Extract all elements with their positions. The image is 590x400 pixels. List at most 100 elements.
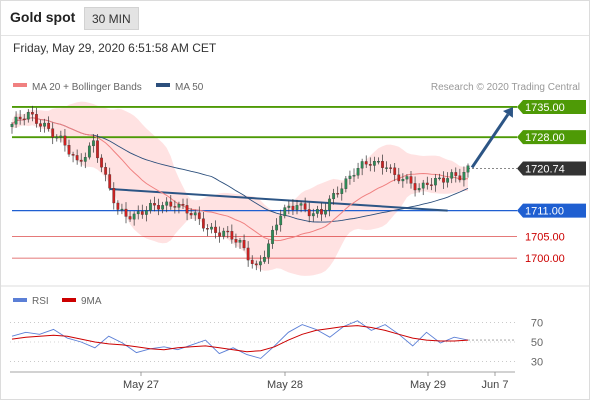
candle <box>324 203 327 218</box>
candle-body <box>344 178 348 189</box>
candle-body <box>320 209 323 215</box>
candle <box>381 154 384 175</box>
candle <box>401 173 405 188</box>
candle-body <box>43 122 46 127</box>
candle <box>450 169 454 184</box>
candle-body <box>328 198 331 211</box>
candle <box>446 172 450 188</box>
candle <box>185 198 189 221</box>
candle-body <box>112 188 116 204</box>
candle-body <box>214 226 217 233</box>
candle-body <box>401 178 405 182</box>
candle <box>425 176 429 190</box>
candle <box>332 188 336 205</box>
level-label-1700.00: 1700.00 <box>525 253 565 265</box>
candle-body <box>425 182 429 185</box>
candle-body <box>413 183 417 191</box>
candle <box>210 223 213 234</box>
candle <box>222 227 226 240</box>
bollinger-band <box>12 101 468 276</box>
candle <box>393 163 397 182</box>
candle-body <box>283 207 287 217</box>
candle <box>368 157 372 172</box>
candle <box>466 163 470 178</box>
interval-button[interactable]: 30 MIN <box>84 7 139 30</box>
ma20-legend-swatch <box>13 83 27 87</box>
candle-body <box>96 140 99 159</box>
candle <box>344 176 348 193</box>
candle-body <box>149 203 152 211</box>
candle <box>26 108 30 123</box>
candle-body <box>153 203 156 206</box>
candle-body <box>454 172 458 176</box>
candle-body <box>59 135 63 138</box>
candle-body <box>30 112 34 115</box>
candle <box>238 238 242 249</box>
candle <box>128 211 132 222</box>
candle-body <box>226 230 230 233</box>
candle <box>59 130 63 143</box>
candle-body <box>246 247 250 261</box>
candle <box>405 174 409 184</box>
candle <box>454 167 458 183</box>
time-tick-label: May 28 <box>267 379 303 391</box>
candle-body <box>258 261 262 266</box>
candle-body <box>87 145 91 158</box>
candle-body <box>218 232 222 237</box>
candle-body <box>368 164 372 166</box>
chart-header: Gold spot 30 MIN <box>0 0 590 36</box>
candle-body <box>348 175 352 179</box>
candle <box>283 204 287 219</box>
candle-body <box>364 161 368 165</box>
candle <box>311 208 315 222</box>
candle-body <box>303 203 307 210</box>
candle <box>18 110 22 125</box>
ma50-legend-swatch <box>156 83 170 87</box>
candle-body <box>39 123 42 127</box>
candle-body <box>124 208 128 217</box>
candle <box>22 113 26 126</box>
candle-body <box>100 157 103 168</box>
candle <box>397 167 401 184</box>
candle-body <box>421 182 425 189</box>
rsi-ma-legend-swatch <box>62 298 76 302</box>
candle-body <box>234 239 238 243</box>
candle-body <box>442 177 445 183</box>
candle-body <box>417 188 421 191</box>
level-label-1711.00: 1711.00 <box>525 206 564 218</box>
candle <box>377 157 380 165</box>
candle <box>153 196 156 212</box>
candle-body <box>144 210 148 215</box>
candle-body <box>287 205 291 208</box>
timestamp: Friday, May 29, 2020 6:51:58 AM CET <box>13 41 217 55</box>
candle <box>356 162 360 179</box>
candle <box>303 197 307 213</box>
candle-body <box>161 205 165 210</box>
time-tick-label: Jun 7 <box>482 379 509 391</box>
candle <box>271 225 274 249</box>
candle-body <box>340 188 344 194</box>
candle <box>421 179 425 196</box>
candle <box>87 142 91 160</box>
rsi-tick-label: 50 <box>531 337 543 349</box>
candle-body <box>169 201 173 207</box>
candle <box>458 168 462 183</box>
trend-line <box>109 188 448 212</box>
candle-body <box>275 224 279 231</box>
level-label-1720.74: 1720.74 <box>525 164 565 176</box>
candle <box>429 178 433 191</box>
candle <box>340 182 344 201</box>
candle-body <box>315 209 319 214</box>
time-tick-label: May 29 <box>410 379 446 391</box>
candle-body <box>446 178 450 183</box>
candle-body <box>26 112 30 120</box>
candle <box>79 153 83 167</box>
candle <box>173 200 177 214</box>
candle-body <box>372 161 376 166</box>
rsi-tick-label: 70 <box>531 318 543 330</box>
projection-arrow-shaft <box>470 113 510 169</box>
candle-body <box>271 229 274 244</box>
candle <box>149 199 152 214</box>
candle-body <box>63 135 67 146</box>
